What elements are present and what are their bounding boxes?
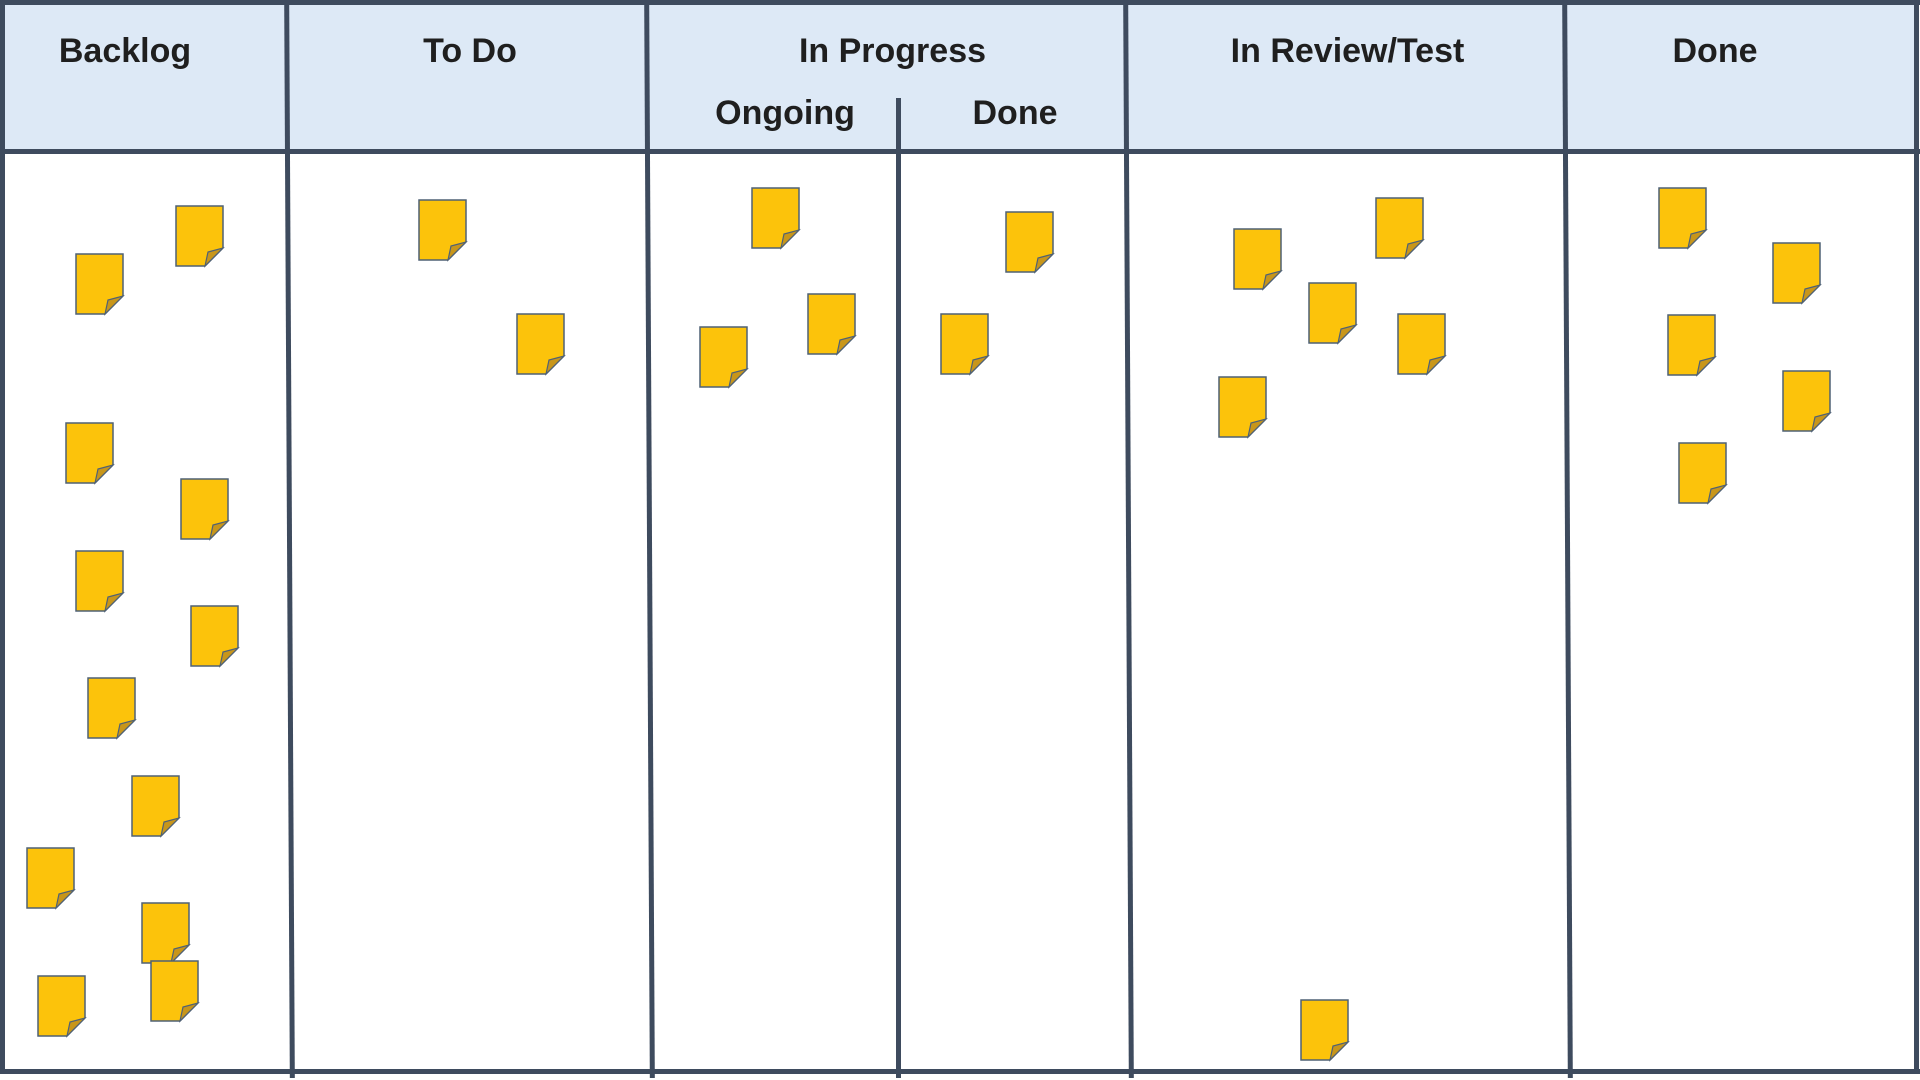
sticky-note-done[interactable] [1658, 187, 1709, 250]
sticky-note-backlog[interactable] [131, 775, 182, 838]
sticky-note-done[interactable] [1772, 242, 1823, 305]
sticky-note-review[interactable] [1397, 313, 1448, 376]
sticky-note-in-progress-done[interactable] [1005, 211, 1056, 274]
sticky-note-review[interactable] [1218, 376, 1269, 439]
frame-right-border [1914, 0, 1919, 1074]
header-band [5, 5, 1915, 150]
subcolumn-title-in-progress-done: Done [972, 94, 1058, 132]
sticky-note-review[interactable] [1233, 228, 1284, 291]
frame-bottom-border [0, 1069, 1920, 1074]
divider-in-progress-review [1123, 0, 1134, 1078]
sticky-note-done[interactable] [1678, 442, 1729, 505]
sticky-note-done[interactable] [1667, 314, 1718, 377]
sticky-note-in-progress-ongoing[interactable] [699, 326, 750, 389]
sticky-note-review[interactable] [1308, 282, 1359, 345]
sticky-note-in-progress-done[interactable] [940, 313, 991, 376]
sticky-note-backlog[interactable] [180, 478, 231, 541]
sticky-note-in-progress-ongoing[interactable] [751, 187, 802, 250]
sticky-note-backlog[interactable] [87, 677, 138, 740]
sticky-note-backlog[interactable] [75, 253, 126, 316]
divider-backlog-todo [284, 0, 295, 1078]
column-title-backlog: Backlog [58, 32, 192, 70]
column-title-todo: To Do [423, 32, 517, 70]
sticky-note-backlog[interactable] [65, 422, 116, 485]
frame-left-border [0, 0, 5, 1074]
sticky-note-todo[interactable] [516, 313, 567, 376]
sticky-note-in-progress-ongoing[interactable] [807, 293, 858, 356]
column-title-in-progress: In Progress [798, 32, 987, 70]
sticky-note-todo[interactable] [418, 199, 469, 262]
sticky-note-review[interactable] [1300, 999, 1351, 1062]
divider-todo-in-progress [644, 0, 655, 1078]
column-title-done: Done [1672, 32, 1758, 70]
divider-ongoing-done [896, 98, 901, 1078]
sticky-note-backlog[interactable] [175, 205, 226, 268]
divider-review-done [1562, 0, 1573, 1078]
sticky-note-backlog[interactable] [26, 847, 77, 910]
sticky-note-backlog[interactable] [75, 550, 126, 613]
subcolumn-title-ongoing: Ongoing [715, 94, 855, 132]
header-divider [0, 149, 1920, 154]
sticky-note-backlog[interactable] [37, 975, 88, 1038]
column-title-review: In Review/Test [1230, 32, 1465, 70]
sticky-note-done[interactable] [1782, 370, 1833, 433]
sticky-note-backlog[interactable] [150, 960, 201, 1023]
frame-top-border [0, 0, 1920, 5]
sticky-note-backlog[interactable] [141, 902, 192, 965]
sticky-note-backlog[interactable] [190, 605, 241, 668]
sticky-note-review[interactable] [1375, 197, 1426, 260]
